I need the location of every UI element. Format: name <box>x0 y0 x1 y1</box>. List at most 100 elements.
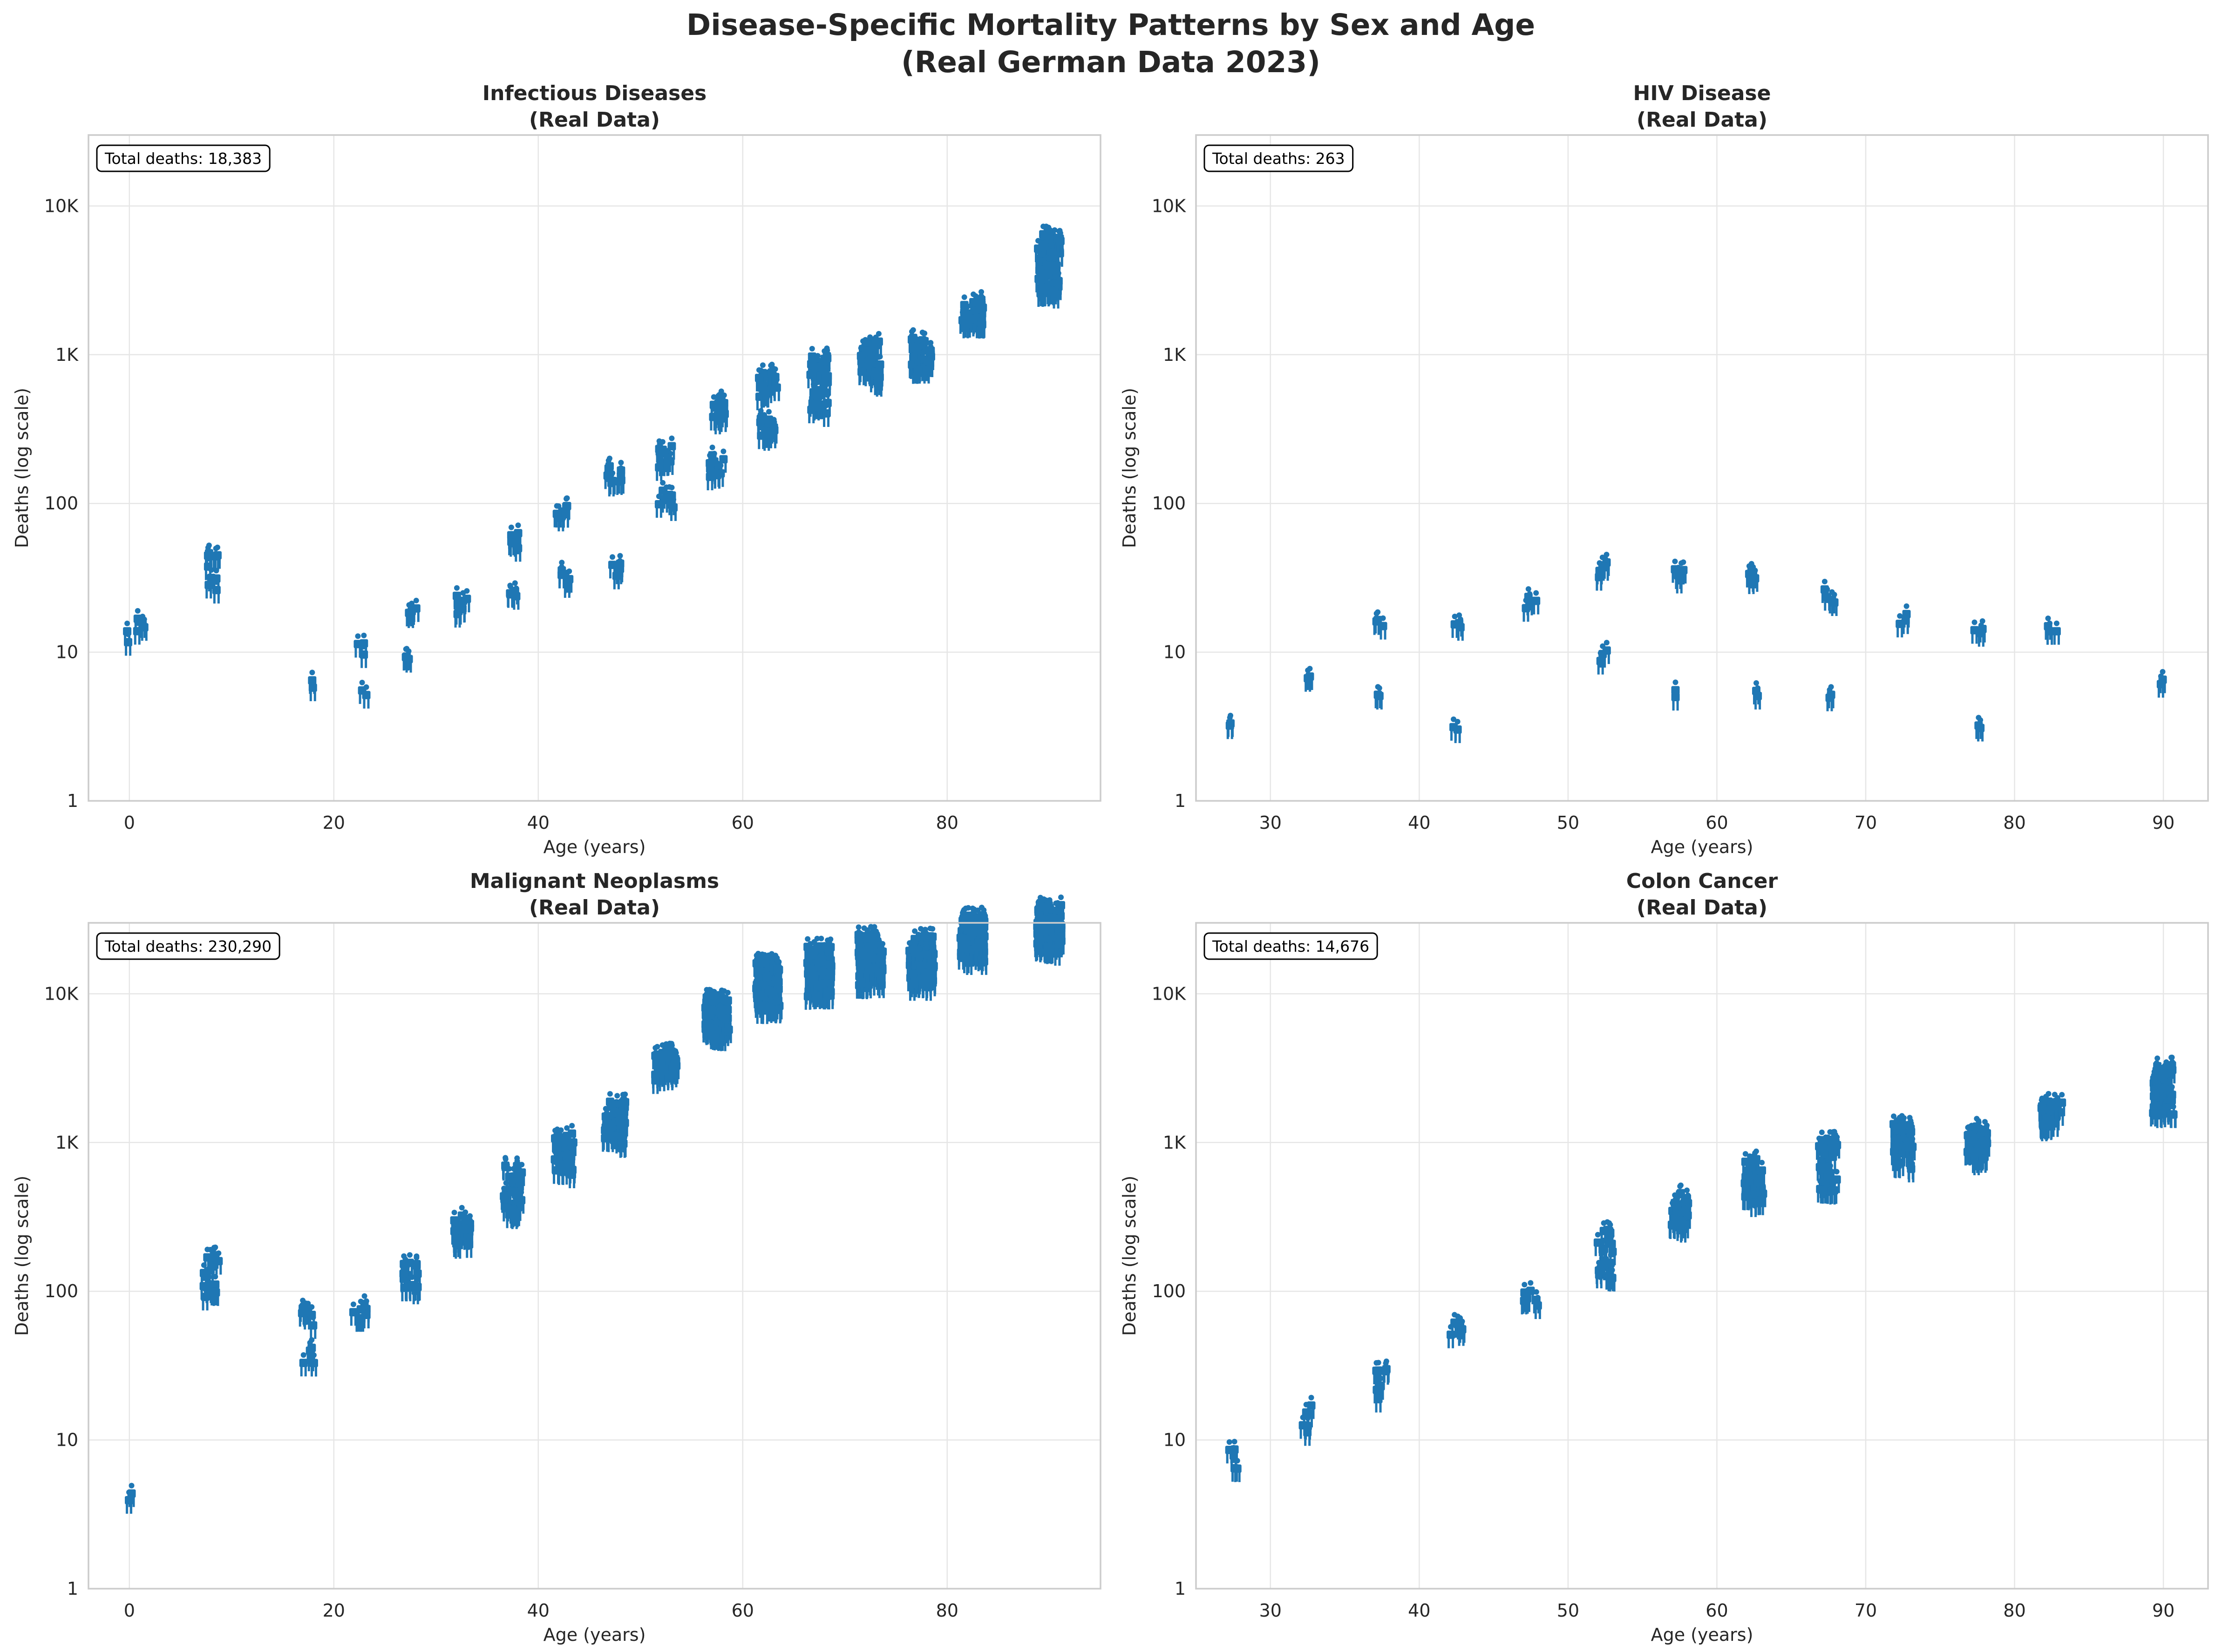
chart-title: Colon Cancer <box>1626 869 1778 893</box>
data-point <box>2156 669 2167 698</box>
data-point <box>1298 1415 1312 1446</box>
total-deaths-annotation: Total deaths: 263 <box>1203 144 1354 172</box>
data-point <box>349 1293 371 1332</box>
y-tick-label: 100 <box>1152 493 1186 514</box>
x-tick-label: 0 <box>124 1600 135 1621</box>
data-point <box>2037 1090 2066 1142</box>
data-points <box>125 894 1066 1514</box>
data-points <box>1225 1054 2178 1483</box>
data-point <box>358 679 371 709</box>
data-point <box>603 455 625 497</box>
x-tick-label: 90 <box>2152 1600 2174 1621</box>
total-deaths-annotation: Total deaths: 18,383 <box>96 144 271 172</box>
data-point <box>1447 1312 1467 1348</box>
x-tick-label: 40 <box>527 1600 550 1621</box>
data-point <box>401 646 413 673</box>
data-point <box>1595 1250 1617 1292</box>
x-tick-label: 0 <box>124 812 135 833</box>
x-tick-label: 80 <box>936 1600 958 1621</box>
x-tick-label: 20 <box>323 1600 345 1621</box>
data-point <box>2044 615 2061 645</box>
data-point <box>654 480 678 521</box>
y-tick-label: 100 <box>1152 1281 1186 1301</box>
data-point <box>651 1040 681 1094</box>
x-tick-label: 50 <box>1557 812 1579 833</box>
plot-frame <box>88 922 1101 1590</box>
y-tick-label: 1K <box>1163 1132 1186 1153</box>
y-tick-label: 10K <box>44 983 79 1004</box>
data-point <box>1230 1457 1242 1483</box>
y-tick-label: 10K <box>1152 196 1186 216</box>
chart-subtitle: (Real Data) <box>1637 108 1767 132</box>
data-point <box>1896 603 1911 637</box>
annotation-text: Total deaths: 14,676 <box>1212 937 1369 955</box>
data-point <box>399 1263 422 1305</box>
annotation-text: Total deaths: 230,290 <box>104 937 272 955</box>
data-point <box>1522 586 1541 622</box>
x-tick-label: 60 <box>732 812 754 833</box>
data-point <box>551 1140 577 1188</box>
data-point <box>1745 561 1760 594</box>
x-tick-label: 40 <box>1408 812 1430 833</box>
y-tick-label: 1 <box>1175 1578 1186 1599</box>
y-tick-label: 100 <box>44 493 78 514</box>
plot-frame <box>1195 922 2209 1590</box>
x-axis-label: Age (years) <box>544 1625 646 1645</box>
y-tick-label: 1K <box>1163 345 1186 365</box>
total-deaths-annotation: Total deaths: 230,290 <box>96 932 280 960</box>
data-point <box>958 289 987 339</box>
y-tick-label: 10 <box>56 642 78 663</box>
chart-subtitle: (Real Data) <box>529 108 660 132</box>
data-point <box>1304 665 1314 692</box>
annotation-box <box>1203 932 1378 960</box>
data-point <box>506 580 521 610</box>
data-point <box>1450 612 1465 641</box>
data-point <box>2149 1076 2178 1128</box>
data-point <box>601 1106 628 1158</box>
x-axis-label: Age (years) <box>1651 837 1753 857</box>
data-point <box>1974 715 1985 742</box>
data-point <box>125 1483 136 1514</box>
x-tick-label: 70 <box>1855 812 1877 833</box>
y-tick-label: 1K <box>55 1132 79 1153</box>
data-points <box>123 223 1065 709</box>
annotation-text: Total deaths: 263 <box>1212 149 1345 168</box>
data-point <box>608 553 625 589</box>
y-tick-label: 1K <box>55 345 79 365</box>
data-point <box>1372 609 1387 640</box>
annotation-text: Total deaths: 18,383 <box>104 149 262 168</box>
chart-panel-3: 0 20 40 60 80 1 10 100 1K 10K Age (years) Deaths (l… <box>12 869 1101 1645</box>
x-tick-label: 80 <box>2003 1600 2025 1621</box>
data-point <box>706 444 728 491</box>
chart-panel-4: 30 40 50 60 70 80 90 1 10 100 1K 10K Age (years) Deat… <box>1119 869 2209 1645</box>
data-point <box>655 435 676 481</box>
plot-frame <box>1195 134 2209 802</box>
data-point <box>1449 716 1462 743</box>
data-point <box>1667 1197 1692 1243</box>
figure-title: Disease-Specific Mortality Patterns by S… <box>686 8 1535 42</box>
x-tick-label: 30 <box>1259 812 1282 833</box>
x-tick-label: 50 <box>1557 1600 1579 1621</box>
data-point <box>908 339 935 384</box>
data-point <box>204 567 221 604</box>
data-point <box>752 966 784 1024</box>
data-point <box>1225 712 1235 739</box>
data-point <box>1033 905 1065 966</box>
x-tick-label: 80 <box>936 812 958 833</box>
data-point <box>298 1297 318 1339</box>
data-point <box>552 495 571 532</box>
data-point <box>199 1273 220 1311</box>
x-tick-label: 60 <box>1706 812 1728 833</box>
data-point <box>855 941 887 999</box>
data-points <box>1225 552 2167 743</box>
data-point <box>1815 1156 1841 1205</box>
data-point <box>701 999 733 1051</box>
chart-title: HIV Disease <box>1633 81 1771 105</box>
data-point <box>299 1337 318 1377</box>
x-tick-label: 40 <box>527 812 550 833</box>
data-point <box>353 632 368 668</box>
x-tick-label: 30 <box>1259 1600 1282 1621</box>
annotation-box <box>96 932 280 960</box>
data-point <box>1373 684 1384 710</box>
chart-title: Infectious Diseases <box>482 81 707 105</box>
